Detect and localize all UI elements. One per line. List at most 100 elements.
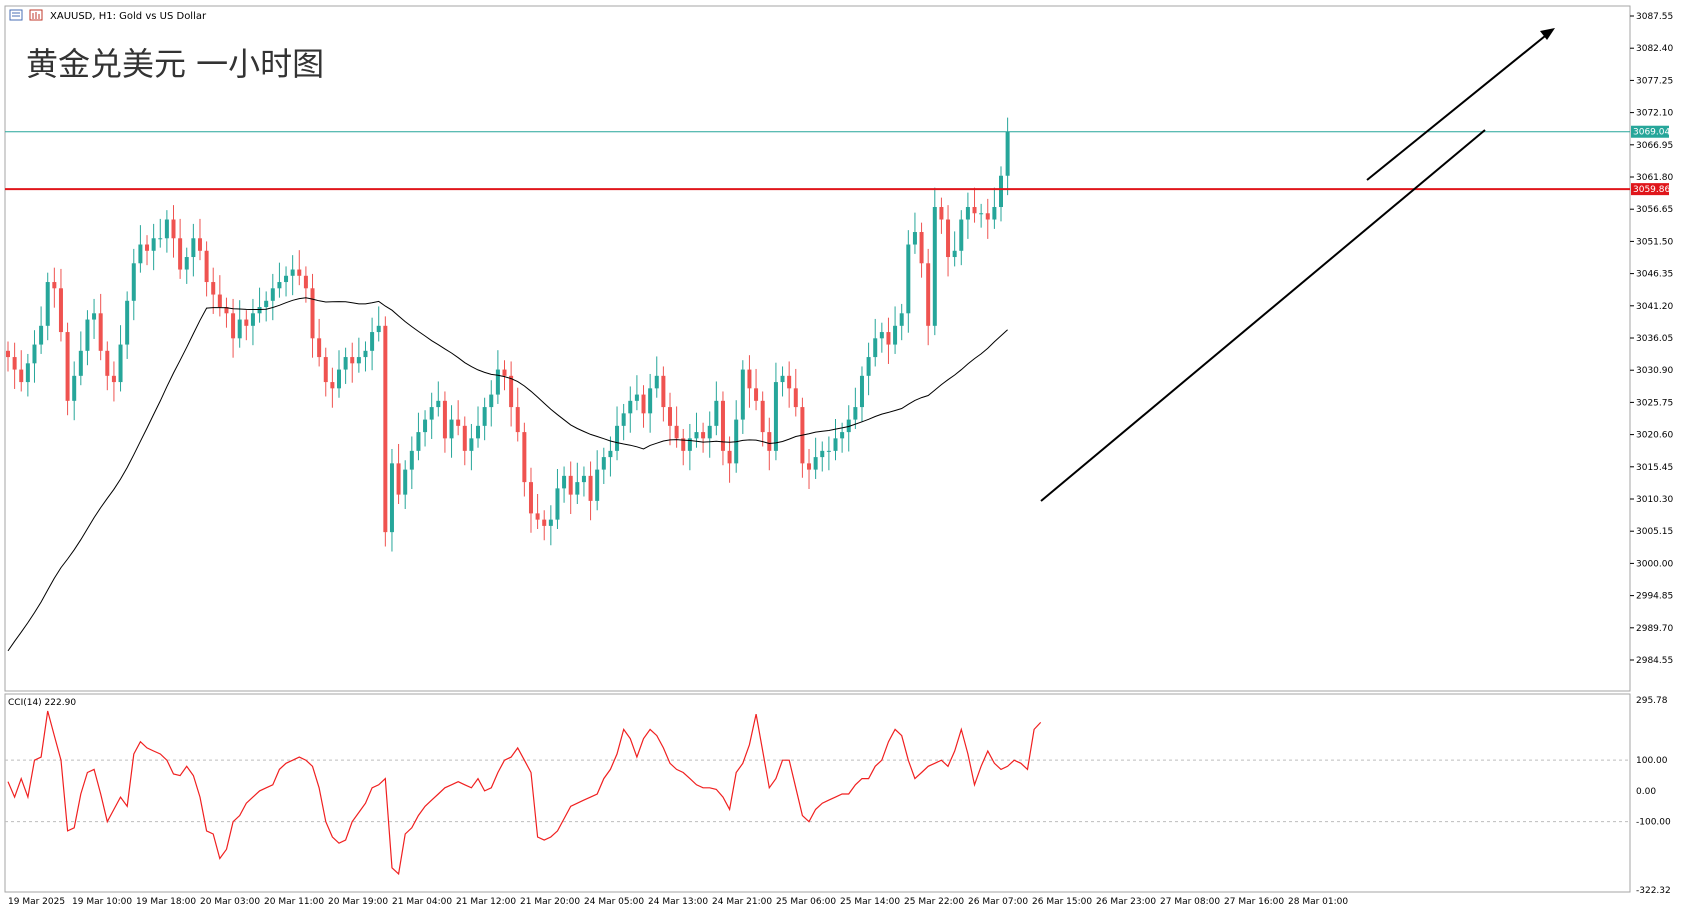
candle xyxy=(58,268,63,342)
candle-body xyxy=(707,425,712,439)
candle xyxy=(250,298,255,346)
candle xyxy=(952,231,957,267)
candle xyxy=(297,250,302,286)
cci-line xyxy=(7,710,1042,876)
candle xyxy=(694,412,699,448)
price-tick-label: 3005.15 xyxy=(1636,527,1673,537)
candle xyxy=(972,187,977,223)
candle xyxy=(85,310,90,366)
price-tick-label: 3087.55 xyxy=(1636,12,1673,22)
candle-body xyxy=(972,207,977,214)
candle xyxy=(204,241,209,297)
candle-body xyxy=(767,432,772,451)
candle xyxy=(628,386,633,433)
candle xyxy=(701,422,706,453)
candle-body xyxy=(919,232,924,264)
price-tick-label: 3061.80 xyxy=(1636,173,1673,183)
candle-body xyxy=(727,450,732,464)
candle-body xyxy=(244,319,249,326)
candle xyxy=(469,423,474,471)
candle xyxy=(873,318,878,367)
candle-body xyxy=(131,263,136,301)
candle xyxy=(65,322,70,416)
candle-body xyxy=(859,375,864,408)
candle-body xyxy=(535,513,540,520)
candle-body xyxy=(231,313,236,339)
candle-body xyxy=(39,325,44,345)
candle-body xyxy=(641,394,646,414)
trend-arrow-line[interactable] xyxy=(1366,31,1551,181)
candle xyxy=(290,255,295,296)
indicator-frame xyxy=(4,693,1631,893)
candle-body xyxy=(456,419,461,426)
candle-body xyxy=(442,400,447,439)
candle xyxy=(45,272,50,341)
candle xyxy=(131,248,136,321)
candle xyxy=(528,467,533,533)
candle-body xyxy=(965,207,970,220)
candle-body xyxy=(489,394,494,408)
candle xyxy=(383,316,388,547)
candle-body xyxy=(85,319,90,351)
candle xyxy=(330,367,335,408)
candle-body xyxy=(668,407,672,426)
candle-body xyxy=(615,425,620,451)
candle xyxy=(820,441,825,472)
time-tick-label: 28 Mar 01:00 xyxy=(1288,897,1348,907)
price-tick-label: 3015.45 xyxy=(1636,463,1673,473)
candle-body xyxy=(6,350,10,358)
candle-body xyxy=(78,350,83,376)
candle-body xyxy=(912,232,917,245)
candle xyxy=(899,303,904,341)
candle-body xyxy=(595,469,600,501)
candle-body xyxy=(403,469,408,495)
candle-body xyxy=(462,425,467,451)
candle-body xyxy=(999,175,1003,208)
cci-tick-label: 0.00 xyxy=(1636,787,1656,797)
resistance-price-tag: 3059.86 xyxy=(1631,183,1670,196)
candle xyxy=(985,198,990,239)
cci-axis: 295.78 100.00 0.00 -100.00 -322.32 xyxy=(1636,696,1671,896)
candle-body xyxy=(634,394,639,401)
time-tick-label: 20 Mar 03:00 xyxy=(200,897,260,907)
candle xyxy=(436,381,441,417)
candle-body xyxy=(628,400,633,414)
candle-body xyxy=(337,369,341,389)
candle-body xyxy=(932,207,937,326)
candle xyxy=(323,347,328,397)
candle-body xyxy=(542,519,547,526)
candle-body xyxy=(562,475,567,489)
candle-body xyxy=(840,432,845,439)
candle xyxy=(270,273,275,321)
candle xyxy=(244,310,249,341)
candle-body xyxy=(621,413,626,426)
candle xyxy=(621,403,626,441)
candle xyxy=(363,341,368,372)
time-tick-label: 24 Mar 05:00 xyxy=(584,897,644,907)
candle-body xyxy=(449,419,454,439)
candle-body xyxy=(92,313,97,320)
candle xyxy=(19,350,24,392)
candle-body xyxy=(952,250,957,258)
candle xyxy=(965,192,970,239)
candle-body xyxy=(661,375,666,408)
candle xyxy=(853,387,858,429)
candle xyxy=(264,291,269,322)
candle-body xyxy=(879,332,884,339)
window-icon[interactable] xyxy=(9,9,43,21)
candle xyxy=(105,341,110,391)
price-tick-label: 3077.25 xyxy=(1636,76,1673,86)
candle xyxy=(303,266,308,303)
candle xyxy=(12,342,17,389)
candle-body xyxy=(833,438,838,451)
candle xyxy=(992,187,997,229)
price-tick-label: 3036.05 xyxy=(1636,334,1673,344)
candle xyxy=(707,411,712,458)
candle xyxy=(515,387,520,442)
trendline-support[interactable] xyxy=(1040,129,1486,502)
candle-body xyxy=(853,407,858,420)
candle xyxy=(681,428,686,466)
candle-body xyxy=(469,438,474,451)
candle-body xyxy=(893,325,898,345)
